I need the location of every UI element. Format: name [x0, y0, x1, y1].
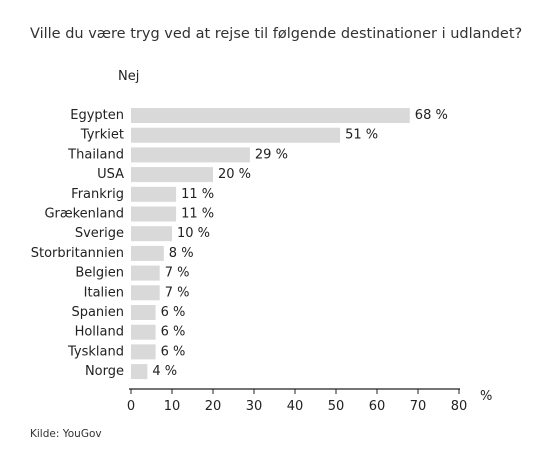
bar	[131, 245, 164, 261]
bar	[131, 167, 213, 183]
value-label: 11 %	[181, 207, 214, 222]
x-tick-label: 50	[328, 399, 345, 414]
value-label: 20 %	[218, 167, 251, 182]
category-label: Spanien	[71, 305, 124, 320]
x-tick-label: 0	[127, 399, 135, 414]
value-label: 29 %	[255, 147, 288, 162]
bar	[131, 186, 177, 202]
bar	[131, 108, 410, 123]
category-label: Holland	[75, 325, 124, 340]
category-label: Tyskland	[67, 344, 124, 359]
category-label: Storbritannien	[31, 246, 124, 261]
bar	[131, 226, 172, 242]
category-label: Italien	[84, 285, 124, 300]
bar	[131, 285, 160, 301]
bar	[131, 364, 148, 380]
category-label: Norge	[85, 364, 124, 379]
value-label: 11 %	[181, 187, 214, 202]
x-tick-label: 70	[410, 399, 427, 414]
category-label: Frankrig	[71, 187, 124, 202]
category-label: Thailand	[67, 147, 124, 162]
category-label: Tyrkiet	[80, 128, 124, 143]
bars-group	[131, 108, 410, 380]
value-label: 51 %	[345, 128, 378, 143]
source-note: Kilde: YouGov	[30, 428, 102, 440]
category-labels: Egypten Tyrkiet Thailand USA Frankrig Grækenl…	[31, 108, 124, 379]
bar	[131, 344, 156, 360]
value-label: 7 %	[165, 285, 190, 300]
value-label: 7 %	[165, 266, 190, 281]
value-label: 10 %	[177, 226, 210, 241]
value-label: 6 %	[161, 344, 186, 359]
x-axis-ticks: 0 10 20 30 40 50 60 70 80	[127, 389, 467, 414]
category-label: Belgien	[75, 266, 124, 281]
value-label: 8 %	[169, 246, 194, 261]
x-tick-label: 40	[287, 399, 304, 414]
bar	[131, 324, 156, 340]
value-label: 6 %	[161, 305, 186, 320]
bar	[131, 127, 341, 143]
value-labels: 68 % 51 % 29 % 20 % 11 % 11 % 10 % 8 % 7 % 7 % 6 %…	[152, 108, 447, 379]
value-label: 4 %	[152, 364, 177, 379]
x-tick-label: 20	[205, 399, 222, 414]
category-label: Egypten	[70, 108, 124, 123]
chart-subtitle: Nej	[118, 69, 139, 84]
value-label: 6 %	[161, 325, 186, 340]
bar	[131, 305, 156, 320]
bar	[131, 206, 177, 222]
category-label: Grækenland	[44, 207, 124, 222]
bar	[131, 147, 250, 163]
x-tick-label: 10	[164, 399, 181, 414]
x-tick-label: 60	[369, 399, 386, 414]
x-tick-label: 30	[246, 399, 263, 414]
category-label: Sverige	[75, 226, 124, 241]
category-label: USA	[97, 167, 124, 182]
x-axis-unit: %	[480, 389, 492, 404]
bar	[131, 265, 160, 281]
x-tick-label: 80	[451, 399, 468, 414]
chart-title: Ville du være tryg ved at rejse til følg…	[30, 26, 522, 42]
value-label: 68 %	[415, 108, 448, 123]
